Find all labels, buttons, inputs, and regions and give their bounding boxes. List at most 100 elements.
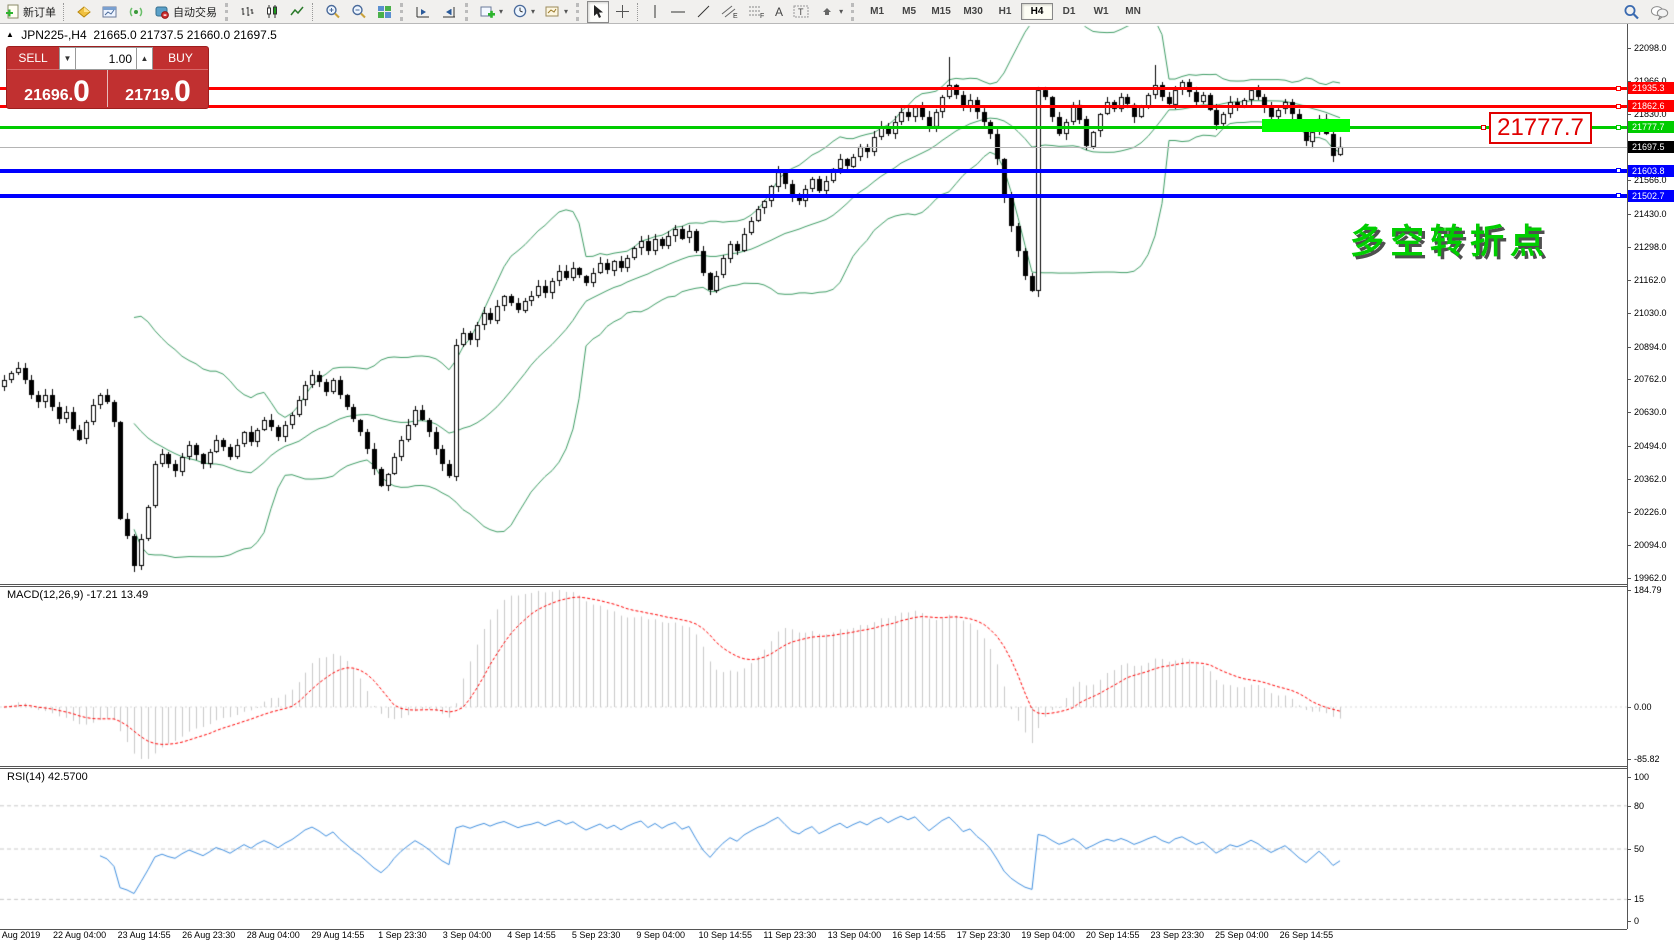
crosshair-tool-button[interactable] bbox=[611, 1, 634, 23]
price-tick bbox=[1627, 346, 1631, 348]
zoom-out-button[interactable] bbox=[347, 1, 371, 23]
macd-axis-tick bbox=[1627, 590, 1631, 591]
channel-tool-button[interactable]: E bbox=[717, 1, 742, 23]
trendline-tool-button[interactable] bbox=[692, 1, 715, 23]
signal-button[interactable] bbox=[124, 1, 148, 23]
timeframe-button-h1[interactable]: H1 bbox=[998, 6, 1012, 17]
time-label: 23 Sep 23:30 bbox=[1150, 930, 1205, 940]
price-label: 21030.0 bbox=[1634, 308, 1667, 318]
shapes-tool-button[interactable]: ▾ bbox=[816, 1, 847, 23]
timeframe-button-m15[interactable]: M15 bbox=[931, 6, 951, 17]
fibonacci-tool-button[interactable]: F bbox=[744, 1, 769, 23]
price-tick bbox=[1627, 445, 1631, 447]
hline-21502.7[interactable] bbox=[0, 193, 1627, 198]
toolbar-drag-handle[interactable] bbox=[576, 2, 583, 21]
price-tick bbox=[1627, 213, 1631, 215]
collapse-panel-icon[interactable]: ▲ bbox=[6, 30, 14, 39]
price-tick bbox=[1627, 180, 1631, 181]
autotrading-label: 自动交易 bbox=[173, 6, 217, 19]
hline-handle[interactable] bbox=[1616, 85, 1621, 91]
auto-scroll-icon bbox=[441, 5, 457, 19]
price-label: 20894.0 bbox=[1634, 341, 1667, 352]
price-tick bbox=[1627, 512, 1631, 514]
buy-price-main: 21719 bbox=[125, 87, 170, 104]
toolbar-drag-handle[interactable] bbox=[465, 2, 472, 21]
rsi-pane-top-border[interactable] bbox=[0, 766, 1627, 767]
separator bbox=[312, 2, 318, 21]
chart-annotation-text[interactable]: 多空转折点 bbox=[1350, 223, 1550, 261]
volume-increase-button[interactable]: ▲ bbox=[136, 47, 153, 70]
price-tick bbox=[1627, 412, 1631, 414]
search-icon bbox=[1623, 4, 1640, 20]
charts-button[interactable] bbox=[98, 1, 122, 23]
rsi-axis-label: 80 bbox=[1634, 800, 1645, 811]
auto-scroll-button[interactable] bbox=[437, 1, 461, 23]
label-tool-button[interactable]: T bbox=[789, 1, 814, 23]
volume-input[interactable]: 1.00 bbox=[76, 47, 136, 70]
buy-price-pip: 0 bbox=[174, 75, 191, 108]
macd-pane-top-border[interactable] bbox=[0, 584, 1627, 585]
timeframe-button-m5[interactable]: M5 bbox=[902, 6, 917, 17]
sell-price[interactable]: 21696. 0 bbox=[7, 70, 108, 107]
macd-axis-label: -85.82 bbox=[1634, 754, 1660, 764]
time-label: 29 Aug 14:55 bbox=[311, 930, 365, 940]
rsi-axis-label: 15 bbox=[1634, 894, 1645, 905]
hline-tool-button[interactable] bbox=[666, 1, 690, 23]
price-tick bbox=[1627, 114, 1631, 116]
chart-shift-icon bbox=[415, 5, 431, 19]
text-tool-button[interactable]: A bbox=[771, 1, 787, 23]
hline-handle[interactable] bbox=[1616, 193, 1621, 199]
tile-windows-button[interactable] bbox=[373, 1, 396, 23]
template-button[interactable]: ▾ bbox=[541, 1, 572, 23]
bar-chart-button[interactable] bbox=[236, 1, 259, 23]
search-button[interactable] bbox=[1619, 1, 1644, 23]
hline-21935.3[interactable] bbox=[0, 86, 1627, 90]
new-order-button[interactable]: 新订单 bbox=[1, 1, 60, 23]
time-axis-border bbox=[0, 929, 1627, 930]
add-indicator-button[interactable]: ▾ bbox=[476, 1, 507, 23]
price-tick bbox=[1627, 545, 1631, 547]
timeframe-button-mn[interactable]: MN bbox=[1125, 6, 1141, 17]
callout-anchor-handle[interactable] bbox=[1481, 124, 1486, 130]
hline-21697.5[interactable] bbox=[0, 146, 1627, 148]
hline-handle[interactable] bbox=[1616, 103, 1621, 109]
price-callout-box[interactable]: 21777.7 bbox=[1489, 112, 1592, 144]
market-watch-button[interactable] bbox=[72, 1, 96, 23]
buy-button[interactable]: BUY bbox=[153, 47, 208, 70]
time-label: 5 Sep 23:30 bbox=[571, 930, 621, 940]
hline-handle[interactable] bbox=[1616, 124, 1621, 130]
timeframe-button-d1[interactable]: D1 bbox=[1062, 6, 1076, 17]
rsi-axis-tick bbox=[1627, 921, 1631, 922]
time-label: 25 Sep 04:00 bbox=[1215, 930, 1269, 940]
timeframe-button-m30[interactable]: M30 bbox=[963, 6, 983, 17]
toolbar-drag-handle[interactable] bbox=[851, 2, 858, 21]
time-label: 3 Sep 04:00 bbox=[442, 930, 492, 940]
toolbar-drag-handle[interactable] bbox=[225, 2, 232, 21]
toolbar-drag-handle[interactable] bbox=[400, 2, 407, 21]
buy-price[interactable]: 21719. 0 bbox=[125, 75, 191, 108]
timeframe-button-m1[interactable]: M1 bbox=[870, 6, 885, 17]
time-label: 20 Sep 14:55 bbox=[1085, 930, 1140, 940]
volume-decrease-button[interactable]: ▼ bbox=[59, 47, 76, 70]
line-chart-button[interactable] bbox=[286, 1, 309, 23]
highlight-rectangle-object[interactable] bbox=[1262, 119, 1350, 132]
sell-button[interactable]: SELL bbox=[7, 47, 59, 70]
autotrading-button[interactable]: 自动交易 bbox=[150, 1, 221, 23]
macd-axis-label: 184.79 bbox=[1634, 585, 1662, 595]
chart-ohlc-values: 21665.0 21737.5 21660.0 21697.5 bbox=[93, 28, 277, 42]
price-chart-canvas[interactable] bbox=[0, 24, 1674, 948]
chart-shift-button[interactable] bbox=[411, 1, 435, 23]
chat-button[interactable] bbox=[1646, 1, 1673, 23]
vline-tool-button[interactable] bbox=[646, 1, 664, 23]
timeframe-button-w1[interactable]: W1 bbox=[1093, 6, 1109, 17]
hline-21777.7[interactable] bbox=[0, 125, 1627, 129]
cursor-tool-button[interactable] bbox=[587, 0, 610, 23]
hline-21862.6[interactable] bbox=[0, 104, 1627, 108]
zoom-in-button[interactable] bbox=[321, 1, 345, 23]
timeframe-button-h4[interactable]: H4 bbox=[1021, 3, 1054, 20]
rsi-axis-tick bbox=[1627, 777, 1631, 778]
hline-21603.8[interactable] bbox=[0, 168, 1627, 173]
period-button[interactable]: ▾ bbox=[509, 1, 539, 23]
candlestick-button[interactable] bbox=[261, 1, 284, 23]
hline-handle[interactable] bbox=[1616, 168, 1621, 174]
